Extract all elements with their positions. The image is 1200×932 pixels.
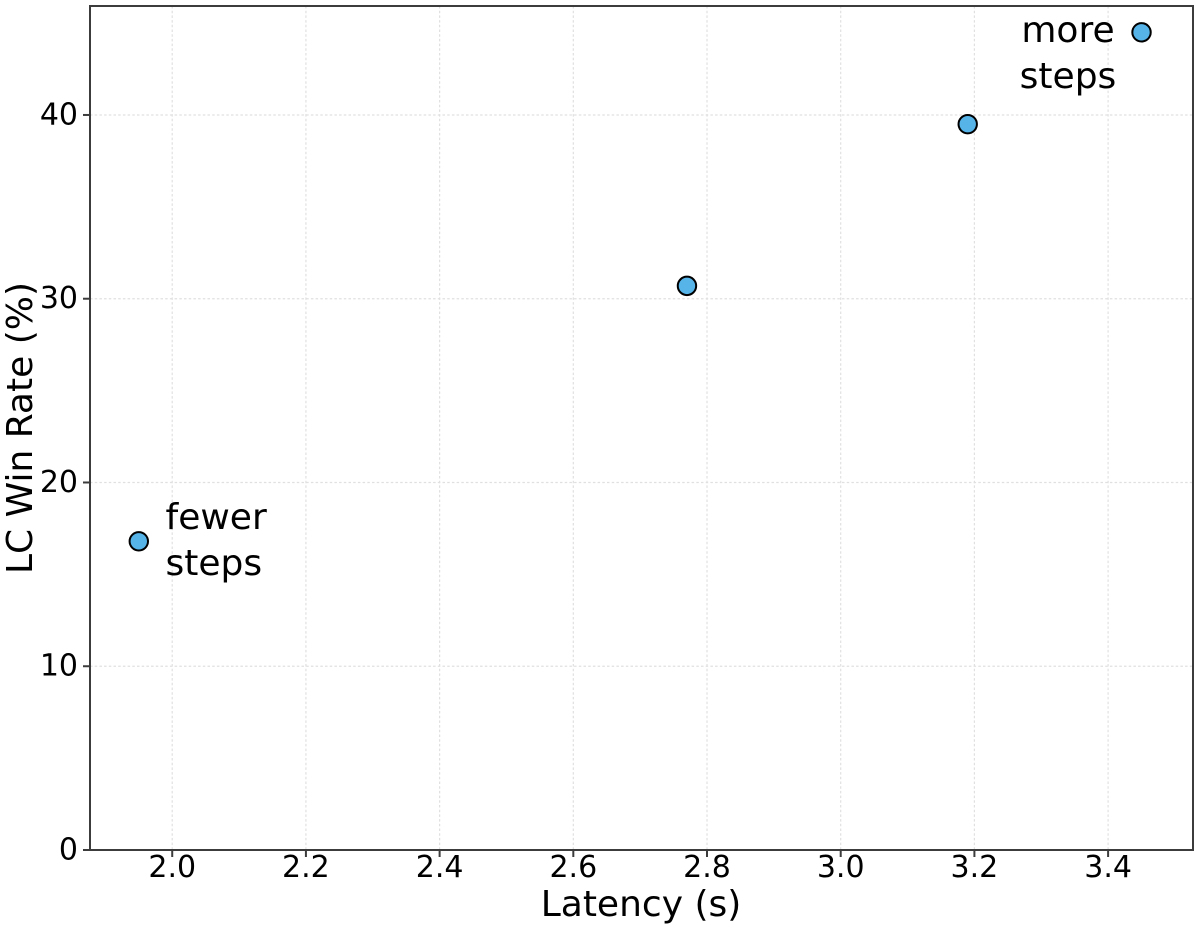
y-tick-label: 20 xyxy=(40,465,78,500)
x-tick-label: 3.4 xyxy=(1084,850,1132,885)
scatter-point xyxy=(957,113,978,135)
y-tick-label: 30 xyxy=(40,281,78,316)
x-tick-label: 3.0 xyxy=(817,850,865,885)
x-tick-label: 2.8 xyxy=(683,850,731,885)
data-points-layer xyxy=(128,22,1152,552)
x-axis-label: Latency (s) xyxy=(541,884,742,925)
y-axis-label: LC Win Rate (%) xyxy=(0,282,41,574)
plot-border xyxy=(89,5,1194,851)
x-tick-label: 2.2 xyxy=(282,850,330,885)
point-annotation-line: more xyxy=(1021,10,1114,51)
grid-layer xyxy=(90,6,1193,851)
x-tick-label: 3.2 xyxy=(951,850,999,885)
scatter-point xyxy=(676,275,698,297)
y-tick-label: 10 xyxy=(40,649,78,684)
x-tick-label: 2.0 xyxy=(148,850,196,885)
y-tick-label: 40 xyxy=(40,97,78,132)
scatter-point xyxy=(128,531,149,552)
point-annotation-line: steps xyxy=(166,543,263,584)
y-tick-label: 0 xyxy=(59,833,78,868)
point-annotation-line: steps xyxy=(1020,56,1117,97)
scatter-point xyxy=(1131,22,1152,43)
x-tick-label: 2.4 xyxy=(416,850,464,885)
annotation-layer: fewer steps more steps xyxy=(166,10,1117,584)
x-tick-label: 2.6 xyxy=(549,850,597,885)
tick-layer: 2.0 2.2 2.4 2.6 2.8 3.0 3.2 3.4 0 10 20 30 40 xyxy=(40,97,1132,885)
point-annotation-line: fewer xyxy=(166,497,267,538)
